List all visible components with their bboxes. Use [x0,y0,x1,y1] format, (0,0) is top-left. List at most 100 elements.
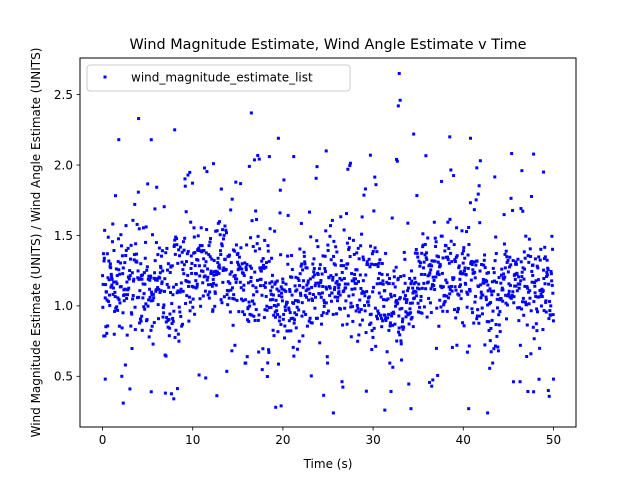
data-point [431,378,435,382]
data-point [423,273,427,277]
data-point [427,273,431,277]
data-point [102,259,106,263]
data-point [319,278,323,282]
data-point [188,309,192,313]
x-tick-label: 50 [546,433,561,447]
data-point [245,263,249,267]
data-point [111,286,115,290]
data-point [440,234,444,238]
data-point [364,389,368,393]
data-point [438,264,442,268]
data-point [342,289,346,293]
data-point [502,242,506,246]
data-point [303,293,307,297]
data-point [504,249,508,253]
y-axis-ticks: 0.5 1.0 1.5 2.0 2.5 [54,88,80,384]
data-point [356,246,360,250]
data-point [292,318,296,322]
data-point [479,283,483,287]
data-point [464,273,468,277]
data-point [539,304,543,308]
data-point [473,300,477,304]
data-point [168,312,172,316]
data-point [318,292,322,296]
data-point [362,193,366,197]
data-point [210,257,214,261]
data-point [539,292,543,296]
legend-box [86,64,351,92]
data-point [190,181,194,185]
data-point [468,289,472,293]
data-point [425,315,429,319]
data-point [291,345,295,349]
data-point [511,290,515,294]
data-point [222,295,226,299]
data-point [459,283,463,287]
data-point [388,321,392,325]
data-point [101,274,105,278]
data-point [261,265,265,269]
data-point [166,268,170,272]
data-point [507,292,511,296]
data-point [166,325,170,329]
data-point [262,266,266,270]
data-point [390,311,394,315]
data-point [526,286,530,290]
data-point [339,215,343,219]
data-point [445,294,449,298]
data-point [424,287,428,291]
data-point [134,242,138,246]
data-point [402,325,406,329]
data-point [212,273,216,277]
data-point [523,284,527,288]
data-point [311,293,315,297]
data-point [255,242,259,246]
data-point [346,262,350,266]
data-point [121,266,125,270]
data-point [489,289,493,293]
data-point [494,323,498,327]
data-point [276,303,280,307]
data-point [315,165,319,169]
data-point [106,235,110,239]
data-point [519,207,523,211]
data-point [435,254,439,258]
data-point [297,278,301,282]
data-point [476,308,480,312]
data-point [535,264,539,268]
data-point [551,319,555,323]
data-point [284,282,288,286]
data-point [256,153,260,157]
data-point [230,286,234,290]
data-point [449,251,453,255]
x-axis-ticks: 0 10 20 30 40 50 [99,427,561,447]
data-point [402,274,406,278]
data-point [286,262,290,266]
data-point [120,326,124,330]
data-point [342,228,346,232]
data-point [545,270,549,274]
data-point [142,305,146,309]
data-point [311,275,315,279]
data-point [326,361,330,365]
data-point [150,233,154,237]
data-point [191,305,195,309]
data-point [545,258,549,262]
data-point [541,328,545,332]
data-point [354,281,358,285]
data-point [222,233,226,237]
data-point [227,253,231,257]
data-point [543,255,547,259]
data-point [334,281,338,285]
data-point [117,324,121,328]
data-point [382,304,386,308]
data-point [367,295,371,299]
data-point [214,283,218,287]
data-point [530,194,533,198]
data-point [506,270,510,274]
data-point [239,182,243,186]
data-point [106,324,110,328]
data-point [459,270,463,274]
data-point [109,266,113,270]
data-point [125,333,129,337]
